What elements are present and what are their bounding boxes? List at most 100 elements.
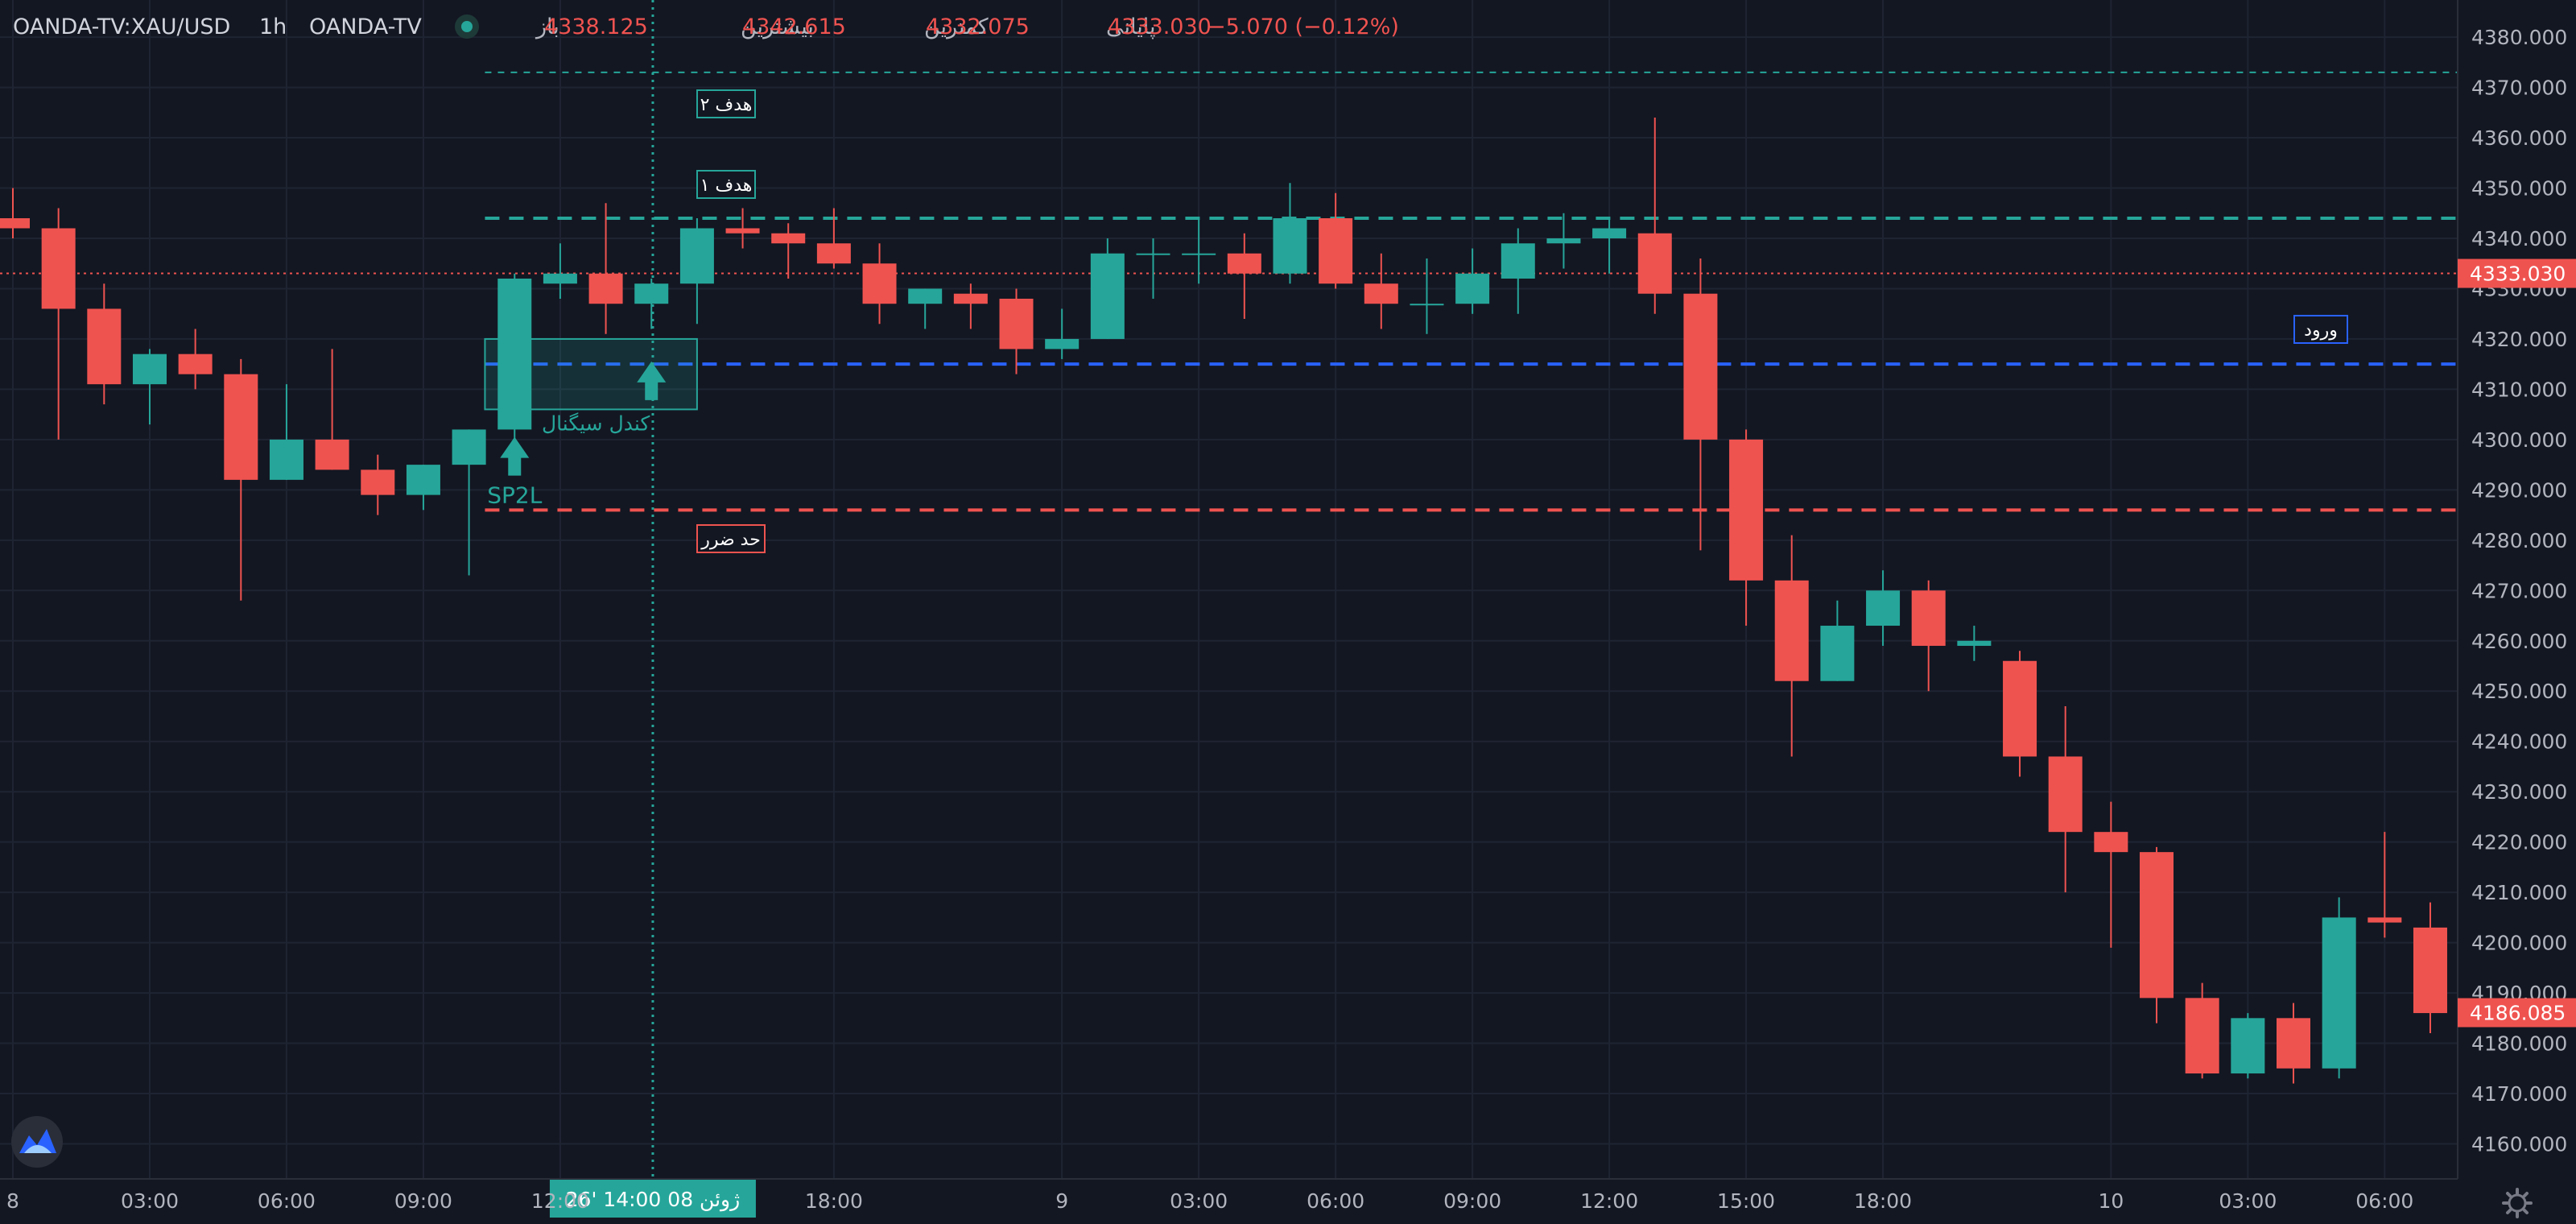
candle[interactable]	[452, 429, 486, 576]
candle[interactable]	[1637, 118, 1672, 314]
candle[interactable]	[1592, 218, 1627, 274]
price-tick-label: 4240.000	[2471, 730, 2567, 754]
interval[interactable]: 1h	[259, 14, 287, 39]
close-label: پایانی	[1106, 14, 1156, 39]
price-tick-label: 4280.000	[2471, 529, 2567, 552]
candle[interactable]	[2277, 1003, 2310, 1084]
candle[interactable]	[41, 208, 76, 440]
candle[interactable]	[953, 283, 988, 329]
candle-body	[999, 298, 1034, 349]
entry-label[interactable]: ورود	[2293, 315, 2348, 344]
candle[interactable]	[1410, 258, 1444, 334]
signal-marker-label: SP2L	[487, 482, 542, 509]
price-tick-label: 4300.000	[2471, 428, 2567, 452]
candle-body	[1866, 590, 1901, 626]
candle[interactable]	[1683, 258, 1718, 551]
candle-body	[908, 288, 943, 304]
candle[interactable]	[2048, 705, 2083, 893]
candle-body	[2003, 660, 2037, 757]
price-tick-label: 4340.000	[2471, 227, 2567, 250]
candle[interactable]	[2185, 982, 2219, 1079]
price-axis[interactable]: 4160.0004170.0004180.0004190.0004200.000…	[2457, 0, 2567, 1179]
stop-loss-label[interactable]: حد ضرر	[696, 524, 766, 553]
low-value: 4332.075	[926, 14, 1030, 39]
candle-body	[2231, 1018, 2265, 1074]
time-axis[interactable]: 8 03:00 06:00 09:00 12:00 18:00 9 03:00 06:00 09:…	[0, 1178, 2458, 1213]
candle[interactable]	[2094, 801, 2128, 948]
price-tick-label: 4220.000	[2471, 831, 2567, 854]
candle-body	[2277, 1018, 2310, 1069]
candle[interactable]	[1319, 192, 1353, 289]
candle[interactable]	[1182, 218, 1216, 284]
price-badges: 4333.030 4186.085	[2458, 258, 2576, 1028]
target-1-label-text: هدف ۱	[700, 176, 753, 196]
candle[interactable]	[361, 454, 395, 515]
candle[interactable]	[87, 283, 122, 405]
candle[interactable]	[315, 349, 349, 470]
candle[interactable]	[1866, 570, 1901, 647]
candle-body	[1182, 253, 1216, 255]
candle[interactable]	[634, 278, 669, 329]
target-1-label[interactable]: هدف ۱	[696, 170, 756, 199]
candle[interactable]	[1501, 228, 1535, 314]
candle-body	[0, 218, 30, 229]
candle[interactable]	[1774, 535, 1809, 757]
target-2-label[interactable]: هدف ۲	[696, 89, 756, 118]
candle[interactable]	[406, 465, 440, 511]
candle[interactable]	[1364, 253, 1398, 329]
candle[interactable]	[2322, 897, 2356, 1079]
candle[interactable]	[224, 358, 258, 601]
candle[interactable]	[725, 208, 760, 249]
price-tick-label: 4320.000	[2471, 328, 2567, 351]
stop-loss-label-text: حد ضرر	[700, 530, 761, 550]
buy-signal-arrow-icon[interactable]	[637, 361, 667, 400]
candle[interactable]	[178, 329, 213, 390]
candle[interactable]	[1911, 580, 1946, 692]
symbol-name[interactable]: OANDA-TV:XAU/USD	[13, 14, 230, 39]
candle[interactable]	[1820, 600, 1855, 681]
time-tick-label: 18:00	[1854, 1189, 1912, 1213]
time-tick-label: 06:00	[258, 1189, 316, 1213]
candle[interactable]	[2140, 846, 2174, 1023]
candle[interactable]	[1136, 238, 1170, 299]
market-status-dot	[461, 21, 473, 32]
candle[interactable]	[0, 188, 30, 238]
gear-icon[interactable]	[2502, 1188, 2533, 1218]
candle[interactable]	[543, 243, 577, 299]
candle[interactable]	[1227, 233, 1261, 319]
candle[interactable]	[2003, 651, 2037, 777]
candle[interactable]	[2231, 1013, 2265, 1079]
candle[interactable]	[1455, 248, 1490, 314]
candle[interactable]	[2368, 832, 2402, 938]
low-label: کمترین	[924, 14, 989, 39]
candle[interactable]	[1546, 213, 1581, 269]
tradingview-logo-button[interactable]	[11, 1116, 63, 1168]
candle[interactable]	[2413, 902, 2447, 1034]
candle[interactable]	[132, 349, 167, 425]
candle[interactable]	[1090, 238, 1125, 339]
candle[interactable]	[679, 218, 714, 325]
candle[interactable]	[1045, 308, 1080, 359]
candle-body	[771, 233, 806, 244]
candle[interactable]	[862, 243, 897, 325]
candle[interactable]	[497, 273, 532, 440]
candle[interactable]	[1957, 626, 1992, 661]
time-tick-label: 12:00	[531, 1189, 589, 1213]
candle-body	[1957, 640, 1992, 647]
candle[interactable]	[908, 288, 943, 329]
open-label: باز	[535, 14, 559, 39]
candle[interactable]	[1273, 183, 1307, 284]
candle[interactable]	[269, 384, 303, 480]
candle[interactable]	[1729, 429, 1764, 626]
candle[interactable]	[771, 223, 806, 279]
candle[interactable]	[816, 208, 851, 269]
time-tick-label: 9	[1055, 1189, 1068, 1213]
candle[interactable]	[999, 288, 1034, 374]
candle[interactable]	[588, 203, 623, 334]
price-tick-label: 4260.000	[2471, 630, 2567, 653]
candle-body	[452, 429, 486, 465]
buy-signal-arrow-icon[interactable]: SP2L	[487, 436, 543, 509]
